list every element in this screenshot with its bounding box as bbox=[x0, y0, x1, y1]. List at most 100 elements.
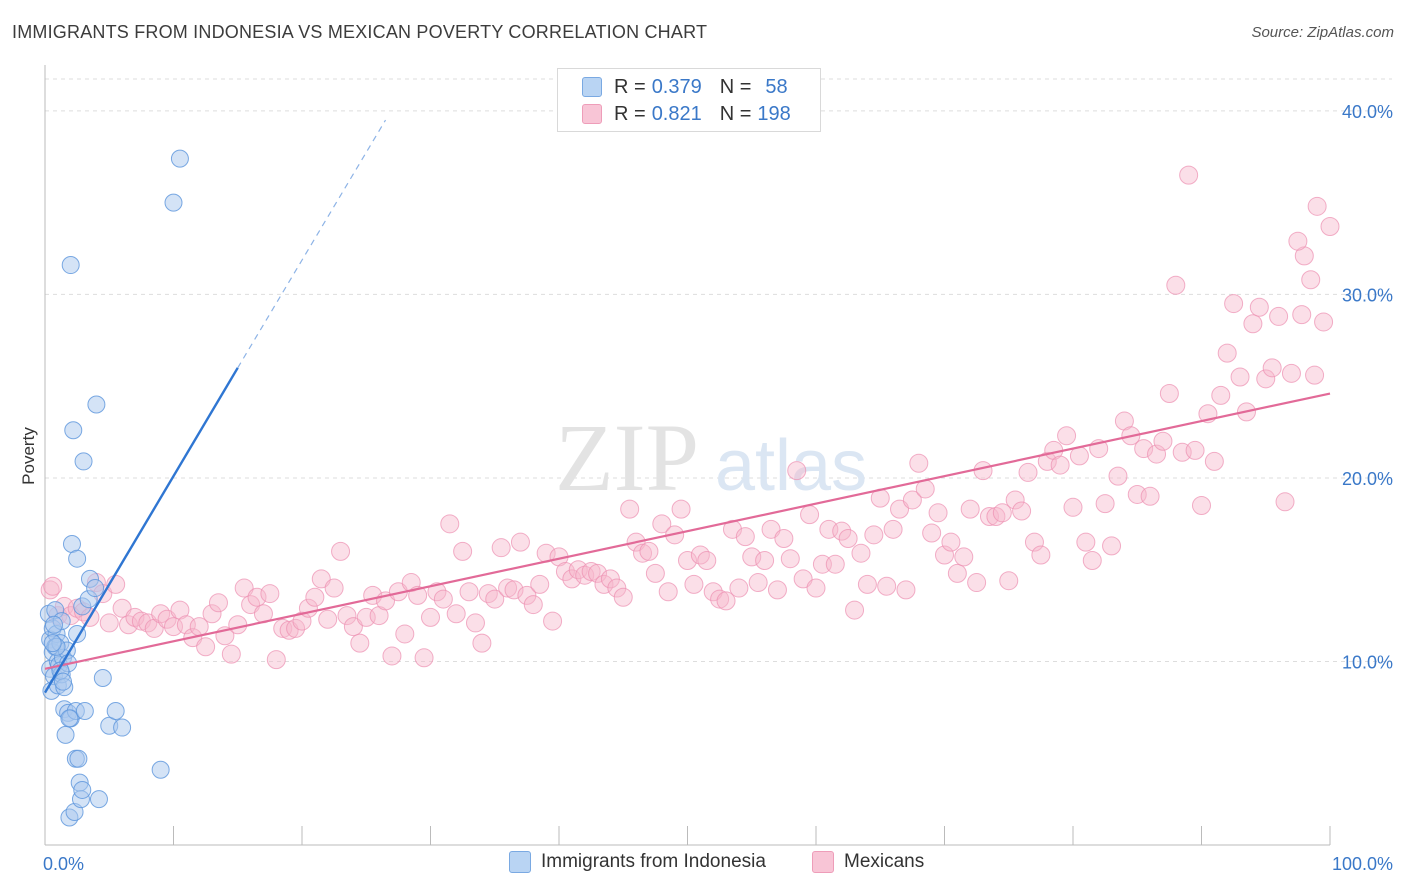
mexicans-point bbox=[43, 576, 63, 596]
mexicans-point bbox=[838, 529, 858, 549]
mexicans-point bbox=[864, 525, 884, 545]
mexicans-point bbox=[138, 613, 158, 633]
mexicans-point bbox=[543, 611, 563, 631]
mexicans-point bbox=[684, 574, 704, 594]
indonesia-point bbox=[60, 709, 79, 728]
mexicans-point bbox=[440, 514, 460, 534]
mexicans-point bbox=[446, 604, 466, 624]
series-legend-mexicans[interactable]: Mexicans bbox=[812, 851, 924, 873]
mexicans-point bbox=[465, 613, 485, 633]
series-legend-indonesia[interactable]: Immigrants from Indonesia bbox=[509, 851, 766, 873]
mexicans-point bbox=[678, 551, 697, 571]
mexicans-point bbox=[909, 453, 929, 473]
mexicans-point bbox=[857, 574, 877, 594]
mexicans-point bbox=[266, 650, 286, 670]
mexicans-point bbox=[151, 604, 171, 624]
mexicans-point bbox=[979, 506, 999, 526]
mexicans-point bbox=[767, 580, 787, 600]
mexicans-point bbox=[748, 573, 768, 593]
indonesia-point bbox=[56, 725, 75, 744]
mexicans-point bbox=[588, 563, 608, 583]
mexicans-point bbox=[729, 578, 749, 598]
mexicans-point bbox=[311, 569, 331, 589]
mexicans-point bbox=[221, 644, 241, 664]
axis-labels: 10.0% 20.0% 30.0% 40.0% 0.0% 100.0% Poverty bbox=[19, 102, 1393, 874]
mexicans-point bbox=[208, 593, 228, 613]
mexicans-point bbox=[1288, 231, 1308, 251]
mexicans-point bbox=[1153, 431, 1173, 451]
mexicans-point bbox=[1301, 270, 1321, 290]
mexicans-point bbox=[324, 578, 344, 598]
indonesia-point bbox=[113, 718, 132, 737]
mexicans-point bbox=[234, 578, 254, 598]
indonesia-point bbox=[61, 256, 80, 275]
mexicans-point bbox=[1134, 439, 1154, 459]
mexicans-point bbox=[433, 589, 453, 609]
mexicans-point bbox=[986, 506, 1006, 526]
mexicans-point bbox=[690, 545, 710, 565]
mexicans-point bbox=[787, 461, 807, 481]
indonesia-trend-extension bbox=[237, 119, 387, 369]
mexicans-point bbox=[472, 633, 492, 653]
mexicans-point bbox=[395, 624, 415, 644]
mexicans-point bbox=[228, 615, 248, 635]
mexicans-point bbox=[620, 499, 640, 519]
legend-n-value-indonesia: 58 bbox=[765, 75, 788, 98]
mexicans-point bbox=[523, 595, 543, 615]
mexicans-point bbox=[780, 549, 800, 569]
legend-n-label: N = bbox=[719, 75, 752, 98]
mexicans-point bbox=[1211, 385, 1231, 405]
series-legend: Immigrants from Indonesia Mexicans bbox=[0, 851, 1406, 879]
mexicans-point bbox=[1166, 275, 1186, 295]
indonesia-point bbox=[106, 702, 125, 721]
x-tick-label-max: 100.0% bbox=[1332, 854, 1393, 874]
indonesia-point bbox=[74, 452, 93, 471]
indonesia-point bbox=[43, 634, 62, 653]
indonesia-point bbox=[87, 395, 106, 414]
mexicans-point bbox=[947, 563, 967, 583]
mexicans-point bbox=[1057, 426, 1077, 446]
mexicans-point bbox=[581, 562, 601, 582]
mexicans-point bbox=[877, 576, 897, 596]
mexicans-point bbox=[337, 606, 357, 626]
mexicans-point bbox=[260, 584, 280, 604]
mexicans-point bbox=[427, 582, 447, 602]
mexicans-point bbox=[1305, 365, 1325, 385]
mexicans-point bbox=[1292, 305, 1312, 325]
mexicans-point bbox=[1314, 312, 1334, 332]
mexicans-point bbox=[331, 541, 351, 561]
mexicans-point bbox=[832, 521, 852, 541]
indonesia-point bbox=[53, 672, 72, 691]
chart-title: IMMIGRANTS FROM INDONESIA VS MEXICAN POV… bbox=[12, 22, 708, 42]
mexicans-point bbox=[755, 551, 775, 571]
mexicans-point bbox=[845, 600, 865, 620]
mexicans-point bbox=[761, 519, 781, 539]
mexicans-point bbox=[1012, 501, 1032, 521]
mexicans-point bbox=[973, 461, 993, 481]
mexicans-point bbox=[1005, 490, 1025, 510]
mexicans-point bbox=[652, 514, 672, 534]
watermark: ZIP atlas bbox=[555, 404, 867, 511]
mexicans-point bbox=[40, 580, 60, 600]
y-tick-label: 20.0% bbox=[1342, 469, 1393, 489]
mexicans-point bbox=[806, 578, 826, 598]
mexicans-point bbox=[125, 607, 145, 627]
legend-r-value-mexicans: 0.821 bbox=[651, 102, 702, 125]
mexicans-point bbox=[1140, 486, 1160, 506]
legend-r-label: R = bbox=[614, 102, 646, 125]
mexicans-point bbox=[1063, 497, 1083, 517]
mexicans-trend-line bbox=[44, 392, 1331, 670]
mexicans-point bbox=[478, 584, 498, 604]
mexicans-point bbox=[279, 620, 299, 640]
mexicans-point bbox=[530, 574, 550, 594]
mexicans-point bbox=[658, 582, 678, 602]
y-tick-label: 30.0% bbox=[1342, 285, 1393, 305]
mexicans-point bbox=[453, 541, 473, 561]
series-swatch-indonesia bbox=[509, 851, 531, 873]
source-label: Source: ZipAtlas.com bbox=[1251, 24, 1394, 41]
mexicans-point bbox=[645, 563, 665, 583]
mexicans-point bbox=[1102, 536, 1122, 556]
mexicans-point bbox=[1275, 492, 1295, 512]
indonesia-point bbox=[73, 780, 92, 799]
mexicans-point bbox=[992, 503, 1012, 523]
